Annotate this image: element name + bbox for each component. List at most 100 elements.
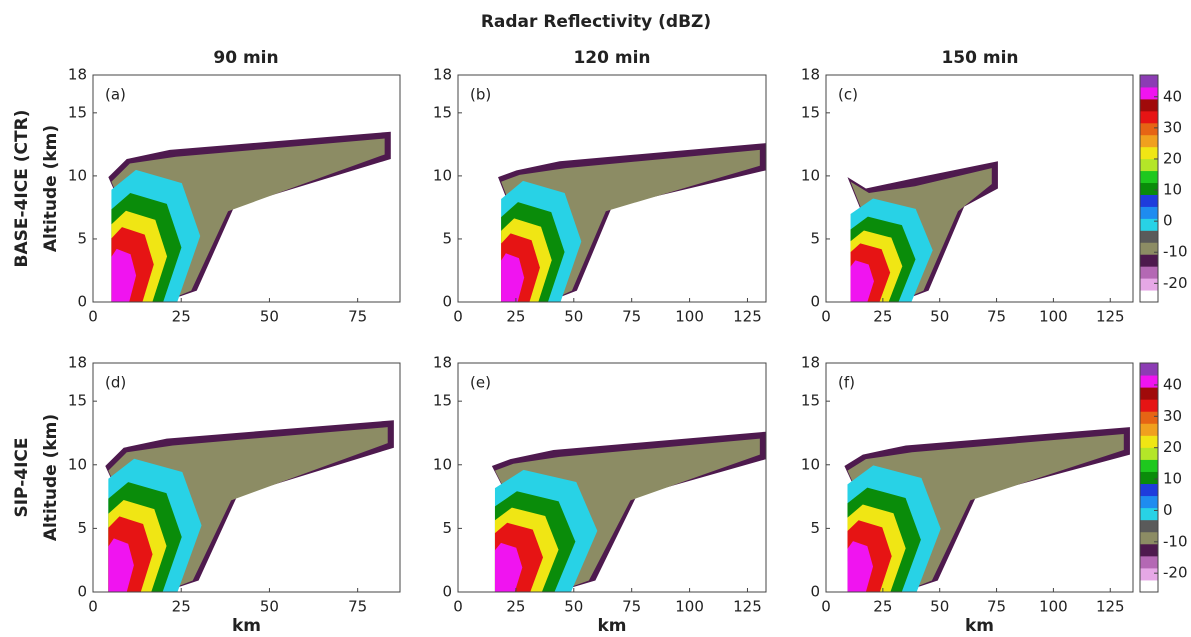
x-tick-label: 75: [987, 598, 1006, 616]
x-tick-label: 25: [172, 308, 191, 326]
colorbar-tick-label: -10: [1163, 532, 1188, 550]
colorbar-band: [1140, 278, 1158, 291]
y-tick-label: 18: [68, 354, 87, 372]
column-title: 150 min: [941, 48, 1018, 68]
x-tick-label: 25: [172, 598, 191, 616]
colorbar-band: [1140, 254, 1158, 267]
colorbar-band: [1140, 567, 1158, 581]
panel-label: (b): [470, 86, 491, 104]
x-tick-label: 0: [88, 308, 98, 326]
y-tick-label: 18: [433, 354, 452, 372]
x-tick-label: 75: [348, 308, 367, 326]
colorbar-band: [1140, 206, 1158, 219]
x-tick-label: 25: [506, 308, 525, 326]
plot-frame: [825, 74, 1134, 303]
colorbar-band: [1140, 290, 1158, 303]
panel-label: (a): [105, 86, 126, 104]
x-tick-label: 0: [88, 598, 98, 616]
x-tick-label: 0: [821, 308, 831, 326]
panel-label: (f): [838, 374, 855, 392]
x-axis-label: km: [597, 616, 626, 636]
x-tick-label: 75: [348, 598, 367, 616]
colorbar-tick-label: 0: [1163, 501, 1173, 519]
colorbar-band: [1140, 495, 1158, 509]
y-tick-label: 10: [68, 455, 87, 473]
colorbar-band: [1140, 507, 1158, 521]
colorbar-band: [1140, 122, 1158, 136]
colorbar-band: [1140, 387, 1158, 400]
y-tick-label: 15: [801, 103, 820, 121]
x-tick-label: 125: [733, 598, 762, 616]
plot-frame: [457, 74, 767, 303]
colorbar-band: [1140, 146, 1158, 160]
x-tick-label: 50: [930, 598, 949, 616]
row-label: BASE-4ICE (CTR): [12, 110, 32, 268]
y-axis-label: Altitude (km): [41, 125, 61, 252]
column-title: 120 min: [573, 48, 650, 68]
colorbar-band: [1140, 194, 1158, 207]
plot-frame: [825, 362, 1134, 593]
y-tick-label: 5: [810, 519, 820, 537]
row-label: SIP-4ICE: [12, 437, 32, 517]
y-tick-label: 18: [433, 66, 452, 84]
reflectivity-core: [501, 253, 525, 302]
y-tick-label: 0: [810, 293, 820, 311]
reflectivity-core: [108, 538, 134, 592]
colorbar-band: [1140, 555, 1158, 569]
y-tick-label: 0: [442, 293, 452, 311]
y-tick-label: 10: [68, 166, 87, 184]
y-tick-label: 5: [442, 519, 452, 537]
colorbar-band: [1140, 519, 1158, 533]
y-tick-label: 18: [68, 66, 87, 84]
y-tick-label: 0: [442, 583, 452, 601]
y-tick-label: 10: [801, 455, 820, 473]
y-tick-label: 5: [77, 519, 87, 537]
colorbar-tick-label: 20: [1163, 438, 1182, 456]
colorbar-band: [1140, 579, 1158, 593]
colorbar-band: [1140, 110, 1158, 124]
x-tick-label: 100: [675, 598, 704, 616]
y-tick-label: 15: [433, 392, 452, 410]
plot-frame: [457, 362, 767, 593]
panel-label: (e): [470, 374, 491, 392]
y-tick-label: 15: [433, 103, 452, 121]
colorbar-band: [1140, 411, 1158, 424]
x-tick-label: 100: [1039, 598, 1068, 616]
x-axis-label: km: [232, 616, 261, 636]
colorbar-band: [1140, 543, 1158, 557]
figure-title: Radar Reflectivity (dBZ): [481, 12, 711, 32]
colorbar-band: [1140, 218, 1158, 231]
colorbar-band: [1140, 459, 1158, 472]
reflectivity-core: [850, 260, 874, 302]
x-tick-label: 50: [260, 308, 279, 326]
colorbar-tick-label: 10: [1163, 181, 1182, 199]
x-tick-label: 25: [873, 308, 892, 326]
y-tick-label: 10: [433, 455, 452, 473]
colorbar-band: [1140, 134, 1158, 148]
colorbar-tick-label: -20: [1163, 274, 1188, 292]
colorbar-band: [1140, 435, 1158, 448]
colorbar-frame: [1139, 362, 1159, 593]
x-tick-label: 125: [1096, 308, 1125, 326]
reflectivity-core: [494, 542, 523, 592]
x-tick-label: 25: [873, 598, 892, 616]
colorbar-tick-label: -10: [1163, 243, 1188, 261]
y-axis-label: Altitude (km): [41, 414, 61, 541]
y-tick-label: 18: [801, 354, 820, 372]
y-tick-label: 5: [77, 229, 87, 247]
colorbar-tick-label: 10: [1163, 470, 1182, 488]
colorbar-tick-label: 0: [1163, 212, 1173, 230]
x-tick-label: 75: [622, 598, 641, 616]
colorbar-band: [1140, 98, 1158, 112]
x-tick-label: 25: [506, 598, 525, 616]
x-tick-label: 0: [453, 598, 463, 616]
reflectivity-core: [111, 248, 137, 302]
reflectivity-core: [847, 541, 874, 592]
colorbar-band: [1140, 86, 1158, 100]
colorbar-band: [1140, 363, 1158, 376]
colorbar-tick-label: 30: [1163, 407, 1182, 425]
y-tick-label: 10: [801, 166, 820, 184]
y-tick-label: 0: [77, 583, 87, 601]
x-tick-label: 125: [1096, 598, 1125, 616]
